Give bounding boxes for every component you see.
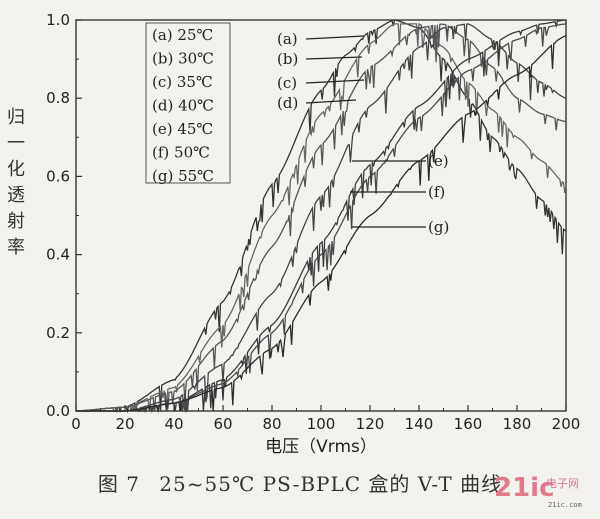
series-line — [76, 23, 567, 414]
watermark-url: 21ic.com — [548, 501, 582, 509]
annotation-label: (e) — [428, 152, 449, 170]
x-tick-label: 80 — [262, 415, 281, 433]
chart-figure: 0 20 40 60 80 100 120 140 160 180 200 0.0 0.2 0.4 0.6… — [46, 11, 580, 457]
x-axis-label: 电压（Vrms） — [265, 437, 377, 457]
legend-box — [145, 22, 231, 184]
legend: (a) 25℃ (b) 30℃ (c) 35℃ (d) 40℃ (e) 45℃ (f) 5… — [145, 22, 231, 185]
watermark-logo: 21ic 电子网 21ic.com — [494, 473, 594, 513]
annotation-leader — [305, 35, 365, 40]
legend-entry: (e) 45℃ — [152, 120, 213, 138]
x-tick-label: 120 — [356, 415, 385, 433]
legend-entry: (d) 40℃ — [152, 97, 214, 115]
watermark-main: 21ic — [494, 473, 555, 503]
annotation-label: (c) — [277, 74, 297, 92]
legend-entry: (c) 35℃ — [152, 73, 213, 91]
y-tick-label: 0.2 — [46, 324, 70, 342]
plot-frame — [75, 19, 567, 412]
legend-entry: (a) 25℃ — [152, 26, 213, 44]
y-tick-label: 0.6 — [46, 167, 70, 185]
annotation-label: (g) — [428, 218, 449, 236]
series-annotations: (a) (b) (c) (d) (e) (f) (g) — [277, 30, 449, 236]
x-tick-label: 160 — [454, 415, 483, 433]
series-line — [75, 19, 567, 414]
annotation-label: (a) — [277, 30, 298, 48]
annotation-label: (b) — [277, 50, 298, 68]
legend-entry: (b) 30℃ — [152, 50, 214, 68]
y-tick-label: 0.4 — [46, 246, 70, 264]
y-tick-label: 0.8 — [46, 89, 70, 107]
series-layer — [75, 19, 567, 414]
y-axis-label: 归 一 化 透 射 率 — [7, 107, 25, 258]
figure-caption: 图 7 25~55℃ PS-BPLC 盒的 V-T 曲线 — [0, 468, 600, 497]
x-tick-label: 40 — [164, 415, 183, 433]
x-tick-label: 180 — [503, 415, 532, 433]
legend-entry: (g) 55℃ — [152, 167, 214, 185]
x-tick-label: 140 — [405, 415, 434, 433]
x-tick-label: 200 — [552, 415, 581, 433]
annotation-label: (f) — [428, 183, 445, 201]
x-axis: 0 20 40 60 80 100 120 140 160 180 200 — [71, 405, 580, 433]
series-line — [76, 35, 567, 413]
annotation-label: (d) — [277, 94, 298, 112]
caption-text: 25~55℃ PS-BPLC 盒的 V-T 曲线 — [159, 472, 503, 496]
legend-entry: (f) 50℃ — [152, 144, 210, 162]
caption-figure-number: 图 7 — [97, 472, 140, 496]
x-tick-label: 100 — [307, 415, 336, 433]
x-tick-label: 20 — [115, 415, 134, 433]
plot-border — [75, 19, 567, 412]
series-line — [76, 19, 567, 414]
y-tick-label: 1.0 — [46, 11, 70, 29]
y-tick-label: 0.0 — [46, 402, 70, 420]
annotation-leader — [305, 56, 363, 60]
x-tick-label: 0 — [71, 415, 81, 433]
x-tick-label: 60 — [213, 415, 232, 433]
annotation-leader — [305, 99, 357, 104]
annotation-leader — [305, 79, 365, 84]
watermark-sub: 电子网 — [546, 477, 579, 490]
y-axis: 0.0 0.2 0.4 0.6 0.8 1.0 — [46, 11, 82, 420]
